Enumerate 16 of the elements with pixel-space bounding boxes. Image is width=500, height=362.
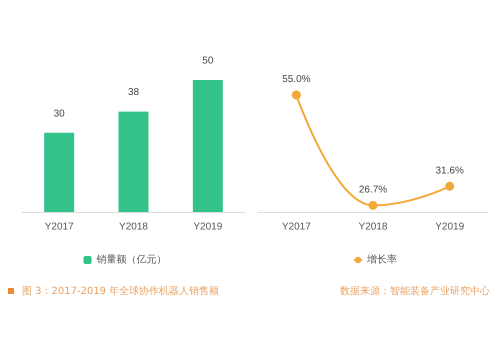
data-label: 31.6% xyxy=(435,165,464,176)
x-tick-label: Y2018 xyxy=(119,222,148,232)
data-label: 30 xyxy=(54,108,66,120)
data-label: 50 xyxy=(202,56,214,66)
x-tick-label: Y2019 xyxy=(193,222,223,232)
source-note: 数据来源：智能装备产业研究中心 xyxy=(340,284,490,298)
legend-label: 增长率 xyxy=(366,254,397,266)
data-label: 38 xyxy=(128,87,140,98)
data-label: 26.7% xyxy=(358,184,388,196)
x-tick-label: Y2017 xyxy=(282,222,312,232)
x-tick-label: Y2019 xyxy=(435,222,465,232)
x-tick-label: Y2017 xyxy=(44,222,74,232)
legend-label: 销量额（亿元） xyxy=(96,254,166,266)
caption: 图 3：2017-2019 年全球协作机器人销售额 xyxy=(22,284,220,298)
data-label: 55.0% xyxy=(282,74,311,85)
x-tick-label: Y2018 xyxy=(358,222,388,232)
